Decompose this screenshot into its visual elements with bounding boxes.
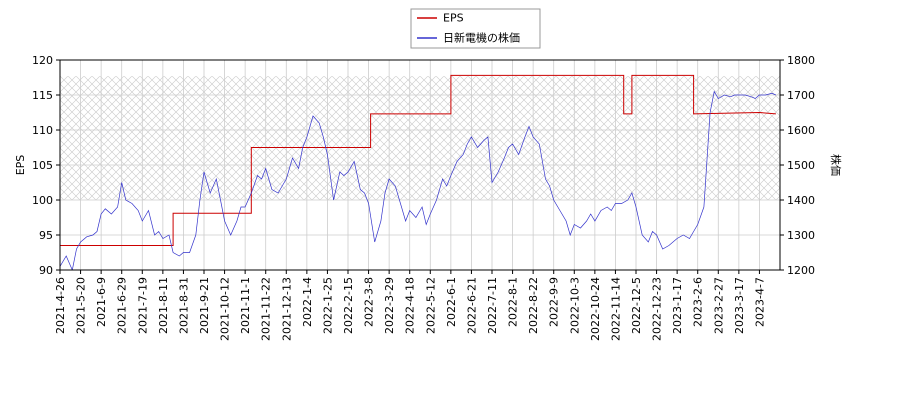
x-tick-label: 2021-6-29 — [116, 277, 129, 334]
x-tick-label: 2021-9-21 — [198, 277, 211, 334]
x-tick-label: 2023-2-27 — [712, 277, 725, 334]
x-tick-label: 2022-6-1 — [445, 277, 458, 327]
legend: EPS 日新電機の株価 — [410, 8, 541, 49]
left-axis-ticks: 90 95 100 105 110 115 120 — [32, 54, 60, 277]
x-tick-label: 2021-7-19 — [136, 277, 149, 334]
legend-label-stock-price: 日新電機の株価 — [443, 31, 520, 45]
x-tick-label: 2021-11-1 — [239, 277, 252, 334]
left-tick-label: 105 — [32, 159, 53, 172]
x-tick-label: 2023-4-7 — [753, 277, 766, 327]
legend-box — [410, 8, 541, 49]
x-tick-label: 2022-10-3 — [568, 277, 581, 334]
hatched-band-layer — [60, 76, 780, 200]
x-tick-label: 2023-1-17 — [671, 277, 684, 334]
series-layer — [60, 74, 777, 270]
left-tick-label: 115 — [32, 89, 53, 102]
series-line-eps — [60, 74, 776, 246]
right-axis-ticks: 1200 1300 1400 1500 1600 1700 1800 — [780, 54, 815, 277]
x-tick-label: 2021-4-26 — [54, 277, 67, 334]
right-axis-label: 株価 — [829, 154, 843, 176]
x-tick-label: 2021-8-31 — [177, 277, 190, 334]
left-tick-label: 95 — [39, 229, 53, 242]
right-tick-label: 1300 — [787, 229, 815, 242]
x-tick-label: 2022-11-14 — [609, 277, 622, 341]
x-tick-label: 2021-11-22 — [260, 277, 273, 341]
right-tick-label: 1700 — [787, 89, 815, 102]
x-axis-ticks: 2021-4-26 2021-5-20 2021-6-9 2021-6-29 2021-… — [54, 270, 766, 341]
x-tick-label: 2021-6-9 — [95, 277, 108, 327]
right-tick-label: 1200 — [787, 264, 815, 277]
x-tick-label: 2022-4-18 — [404, 277, 417, 334]
x-tick-label: 2021-10-12 — [219, 277, 232, 341]
x-tick-label: 2022-1-4 — [301, 277, 314, 327]
x-tick-label: 2022-7-11 — [486, 277, 499, 334]
series-line-stock-price — [60, 90, 777, 270]
x-tick-label: 2022-3-29 — [383, 277, 396, 334]
right-tick-label: 1800 — [787, 54, 815, 67]
left-axis-label: EPS — [14, 155, 27, 176]
right-tick-label: 1400 — [787, 194, 815, 207]
x-tick-label: 2022-9-9 — [548, 277, 561, 327]
x-tick-label: 2022-12-23 — [651, 277, 664, 341]
x-tick-label: 2022-8-1 — [507, 277, 520, 327]
x-tick-label: 2022-12-5 — [630, 277, 643, 334]
right-tick-label: 1600 — [787, 124, 815, 137]
left-tick-label: 120 — [32, 54, 53, 67]
hatched-band — [60, 76, 780, 200]
x-tick-label: 2023-3-17 — [733, 277, 746, 334]
x-tick-label: 2022-1-25 — [321, 277, 334, 334]
x-tick-label: 2022-2-15 — [342, 277, 355, 334]
x-tick-label: 2022-6-21 — [465, 277, 478, 334]
x-tick-label: 2021-12-13 — [280, 277, 293, 341]
x-tick-label: 2022-3-8 — [363, 277, 376, 327]
x-tick-label: 2022-5-12 — [424, 277, 437, 334]
left-tick-label: 100 — [32, 194, 53, 207]
left-tick-label: 110 — [32, 124, 53, 137]
x-tick-label: 2021-5-20 — [75, 277, 88, 334]
x-tick-label: 2021-8-11 — [157, 277, 170, 334]
legend-label-eps: EPS — [443, 12, 464, 25]
right-tick-label: 1500 — [787, 159, 815, 172]
x-tick-label: 2022-8-22 — [527, 277, 540, 334]
left-tick-label: 90 — [39, 264, 53, 277]
grid-layer — [59, 59, 780, 271]
x-tick-label: 2022-10-24 — [589, 277, 602, 341]
x-tick-label: 2023-2-6 — [692, 277, 705, 327]
